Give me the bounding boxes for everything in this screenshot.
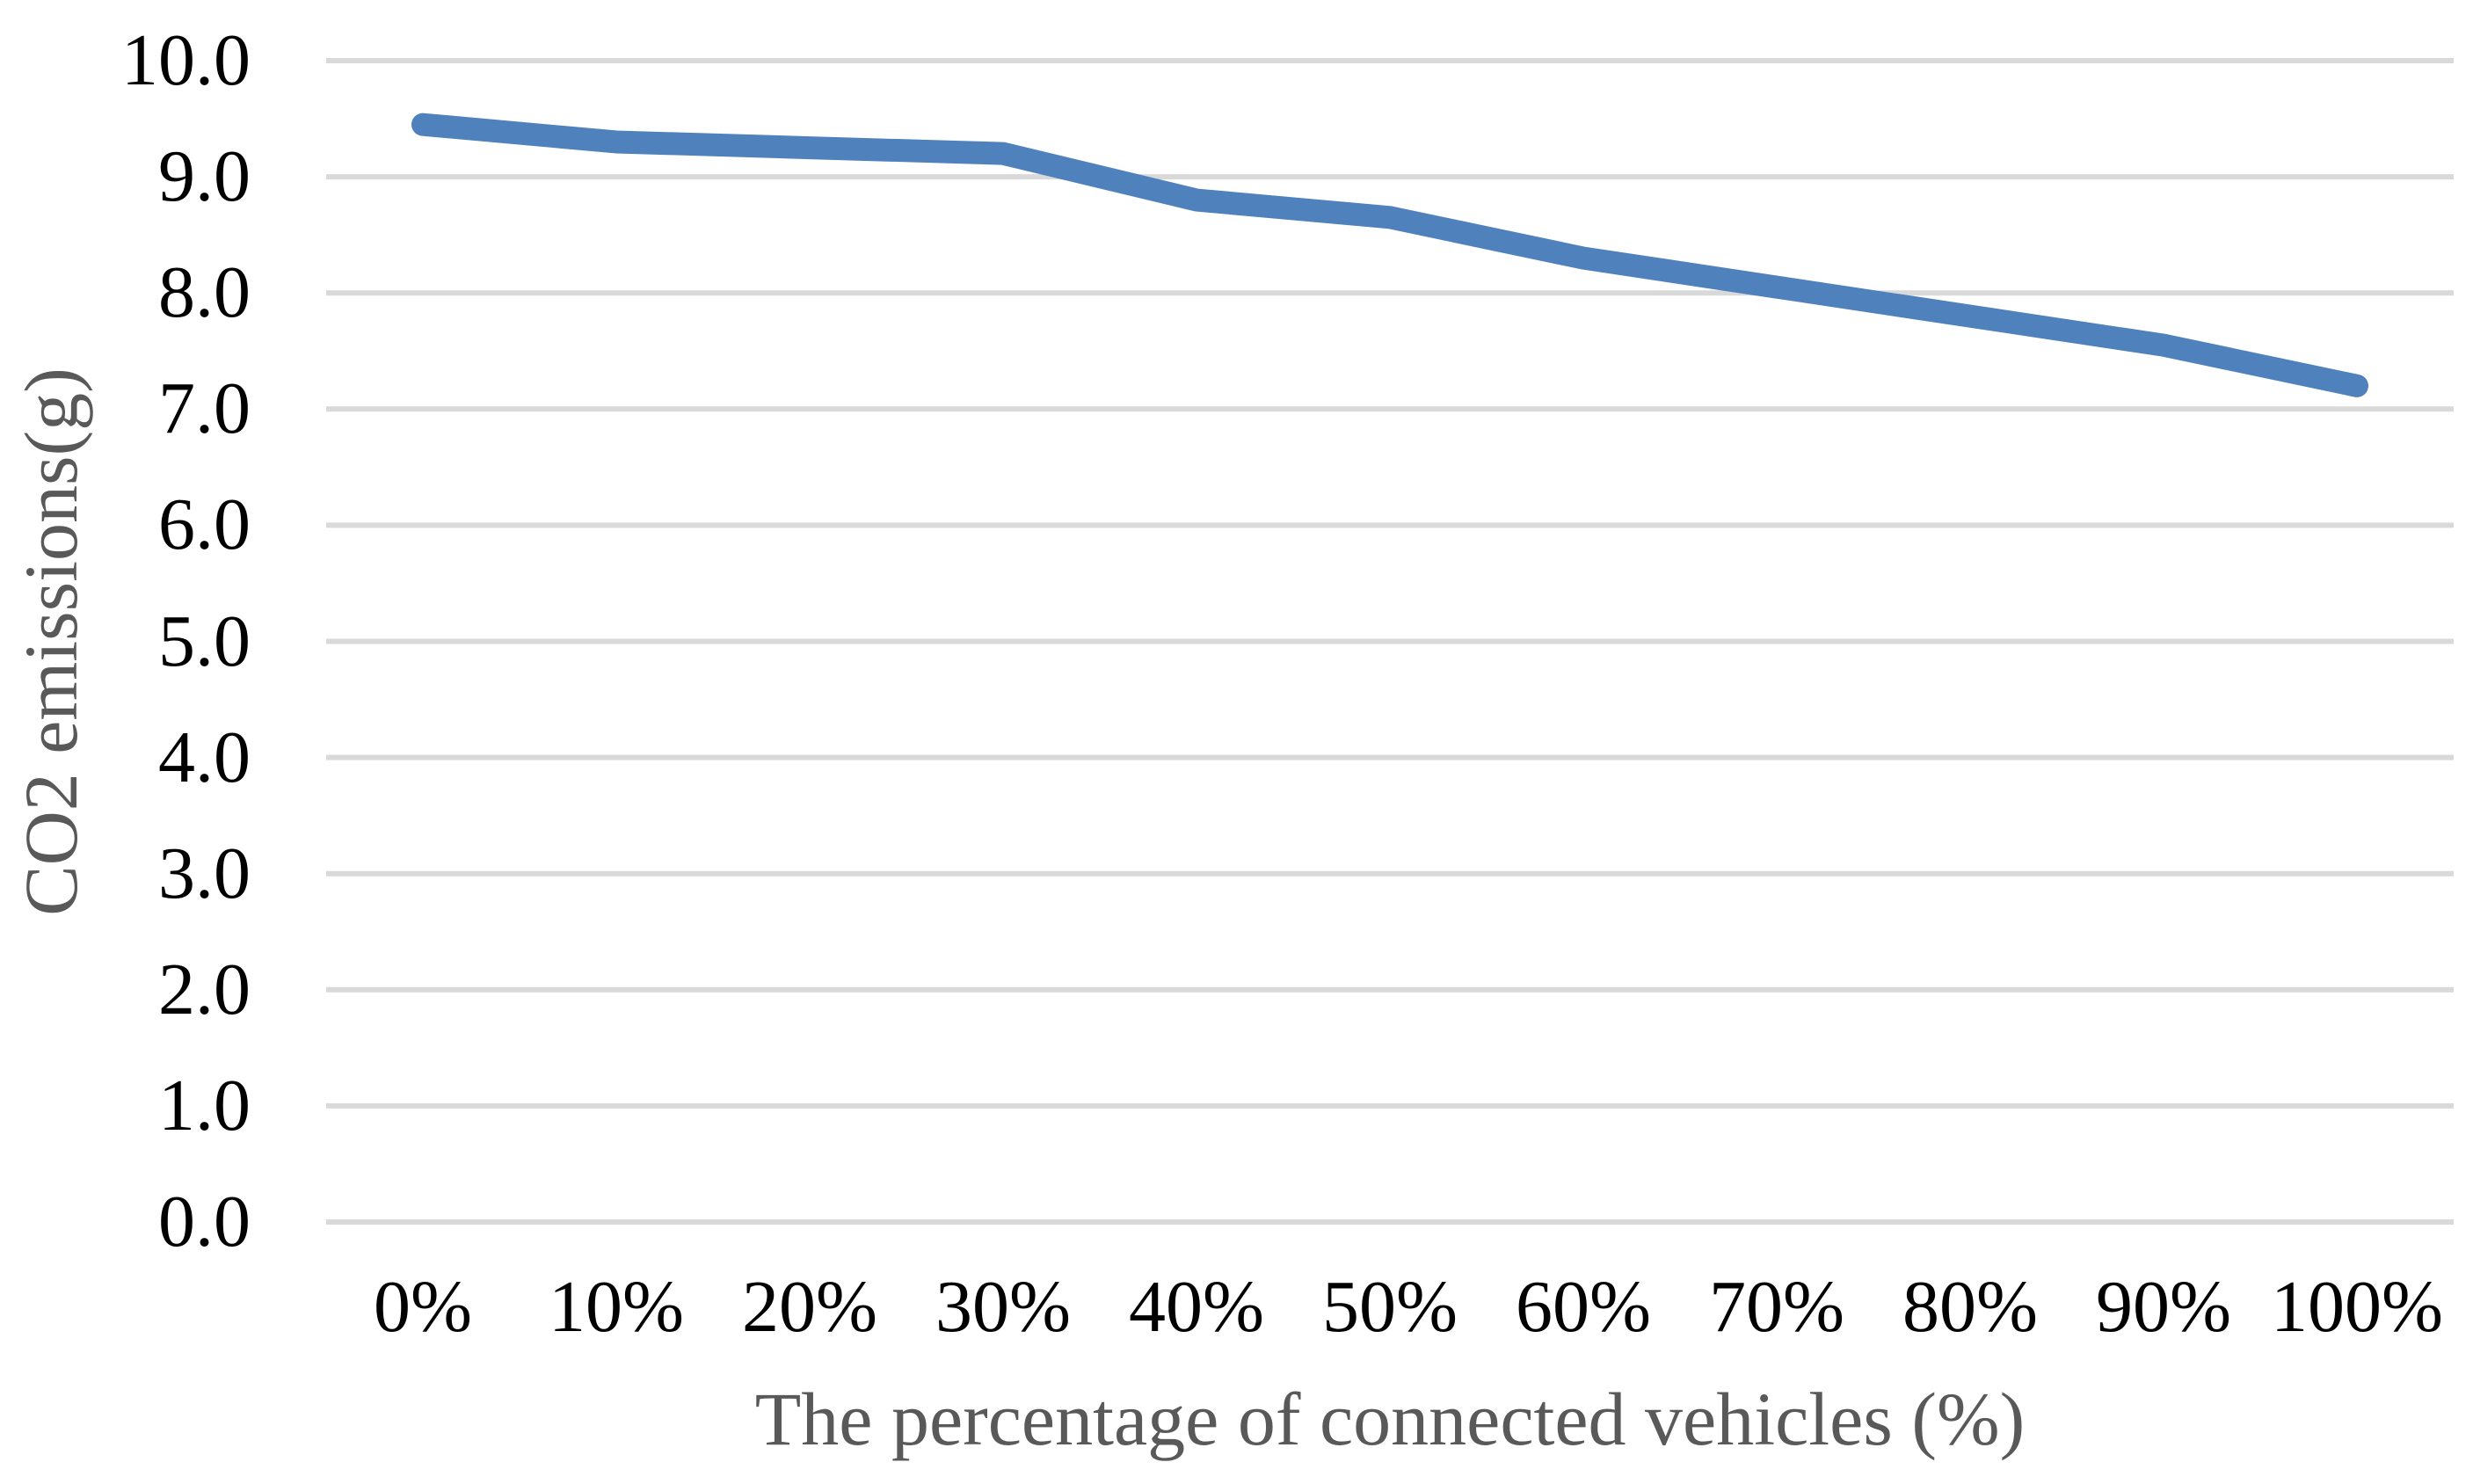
y-tick-label: 9.0 [158,135,251,218]
x-tick-label: 20% [742,1266,877,1348]
x-tick-label: 0% [374,1266,472,1348]
y-axis-title: CO2 emissions(g) [9,367,93,916]
y-tick-label: 5.0 [158,600,251,682]
x-tick-label: 70% [1709,1266,1844,1348]
y-tick-label: 10.0 [121,19,251,101]
y-tick-label: 7.0 [158,367,251,450]
x-tick-label: 40% [1129,1266,1264,1348]
x-axis-title: The percentage of connected vehicles (%) [754,1377,2026,1461]
y-tick-label: 4.0 [158,716,251,798]
x-tick-label: 50% [1322,1266,1458,1348]
y-tick-label: 0.0 [158,1181,251,1262]
y-tick-label: 2.0 [158,948,251,1030]
y-tick-label: 1.0 [158,1064,251,1146]
y-tick-label: 6.0 [158,484,251,566]
x-tick-label: 80% [1902,1266,2038,1348]
data-line-co2-emissions [411,113,2368,397]
y-tick-label: 3.0 [158,832,251,914]
x-tick-label: 30% [935,1266,1071,1348]
y-tick-label: 8.0 [158,251,251,334]
x-tick-label: 90% [2096,1266,2231,1348]
x-tick-label: 100% [2271,1266,2443,1348]
x-tick-label: 10% [549,1266,684,1348]
x-tick-label: 60% [1516,1266,1651,1348]
